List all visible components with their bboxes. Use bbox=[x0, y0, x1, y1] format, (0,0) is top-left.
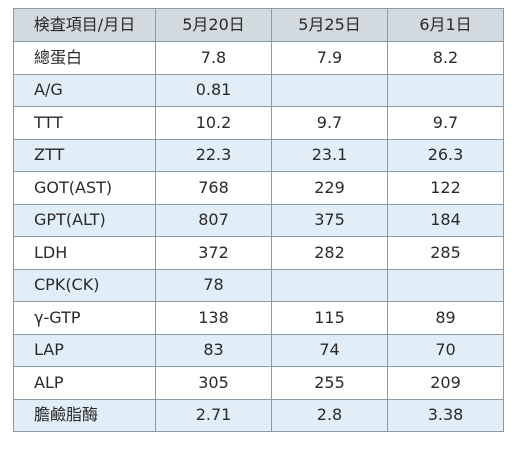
value-cell: 3.38 bbox=[387, 398, 504, 432]
value-cell: 807 bbox=[155, 203, 272, 237]
item-name-cell: A/G bbox=[13, 73, 156, 107]
value-cell: 70 bbox=[387, 333, 504, 367]
value-cell: 285 bbox=[387, 236, 504, 270]
table-header: 検査項目/月日 5月20日 5月25日 6月1日 bbox=[13, 8, 504, 42]
item-name-cell: ALP bbox=[13, 366, 156, 400]
value-cell: 305 bbox=[155, 366, 272, 400]
table-row: CPK(CK) 78 bbox=[13, 268, 504, 302]
header-cell-item: 検査項目/月日 bbox=[13, 8, 156, 42]
value-cell bbox=[271, 73, 388, 107]
value-cell bbox=[271, 268, 388, 302]
value-cell: 209 bbox=[387, 366, 504, 400]
lab-results-table: 検査項目/月日 5月20日 5月25日 6月1日 總蛋白 7.8 7.9 8.2… bbox=[13, 8, 504, 432]
value-cell: 184 bbox=[387, 203, 504, 237]
table-row: A/G 0.81 bbox=[13, 73, 504, 107]
table-row: LDH 372 282 285 bbox=[13, 236, 504, 270]
value-cell: 372 bbox=[155, 236, 272, 270]
value-cell: 768 bbox=[155, 171, 272, 205]
value-cell: 10.2 bbox=[155, 106, 272, 140]
table-row: TTT 10.2 9.7 9.7 bbox=[13, 106, 504, 140]
value-cell: 375 bbox=[271, 203, 388, 237]
table-row: 膽鹼脂酶 2.71 2.8 3.38 bbox=[13, 398, 504, 432]
value-cell: 9.7 bbox=[387, 106, 504, 140]
value-cell: 89 bbox=[387, 301, 504, 335]
value-cell bbox=[387, 73, 504, 107]
table-row: ALP 305 255 209 bbox=[13, 366, 504, 400]
item-name-cell: γ-GTP bbox=[13, 301, 156, 335]
value-cell: 74 bbox=[271, 333, 388, 367]
item-name-cell: 總蛋白 bbox=[13, 41, 156, 75]
table-row: 總蛋白 7.8 7.9 8.2 bbox=[13, 41, 504, 75]
value-cell: 23.1 bbox=[271, 138, 388, 172]
value-cell: 255 bbox=[271, 366, 388, 400]
header-cell-date: 5月20日 bbox=[155, 8, 272, 42]
value-cell: 138 bbox=[155, 301, 272, 335]
value-cell: 26.3 bbox=[387, 138, 504, 172]
value-cell: 78 bbox=[155, 268, 272, 302]
table-row: GPT(ALT) 807 375 184 bbox=[13, 203, 504, 237]
value-cell: 2.8 bbox=[271, 398, 388, 432]
value-cell: 2.71 bbox=[155, 398, 272, 432]
value-cell: 0.81 bbox=[155, 73, 272, 107]
item-name-cell: CPK(CK) bbox=[13, 268, 156, 302]
table-row: LAP 83 74 70 bbox=[13, 333, 504, 367]
item-name-cell: TTT bbox=[13, 106, 156, 140]
table-row: γ-GTP 138 115 89 bbox=[13, 301, 504, 335]
item-name-cell: ZTT bbox=[13, 138, 156, 172]
lab-results-table-container: 検査項目/月日 5月20日 5月25日 6月1日 總蛋白 7.8 7.9 8.2… bbox=[13, 8, 504, 432]
table-body: 總蛋白 7.8 7.9 8.2 A/G 0.81 TTT 10.2 9.7 9.… bbox=[13, 41, 504, 432]
value-cell: 83 bbox=[155, 333, 272, 367]
value-cell: 122 bbox=[387, 171, 504, 205]
value-cell: 9.7 bbox=[271, 106, 388, 140]
value-cell: 8.2 bbox=[387, 41, 504, 75]
header-cell-date: 5月25日 bbox=[271, 8, 388, 42]
item-name-cell: LDH bbox=[13, 236, 156, 270]
item-name-cell: GPT(ALT) bbox=[13, 203, 156, 237]
item-name-cell: LAP bbox=[13, 333, 156, 367]
table-row: GOT(AST) 768 229 122 bbox=[13, 171, 504, 205]
header-cell-date: 6月1日 bbox=[387, 8, 504, 42]
value-cell: 7.9 bbox=[271, 41, 388, 75]
table-row: ZTT 22.3 23.1 26.3 bbox=[13, 138, 504, 172]
value-cell: 229 bbox=[271, 171, 388, 205]
value-cell: 7.8 bbox=[155, 41, 272, 75]
value-cell: 115 bbox=[271, 301, 388, 335]
header-row: 検査項目/月日 5月20日 5月25日 6月1日 bbox=[13, 8, 504, 42]
item-name-cell: 膽鹼脂酶 bbox=[13, 398, 156, 432]
value-cell: 282 bbox=[271, 236, 388, 270]
item-name-cell: GOT(AST) bbox=[13, 171, 156, 205]
value-cell bbox=[387, 268, 504, 302]
value-cell: 22.3 bbox=[155, 138, 272, 172]
